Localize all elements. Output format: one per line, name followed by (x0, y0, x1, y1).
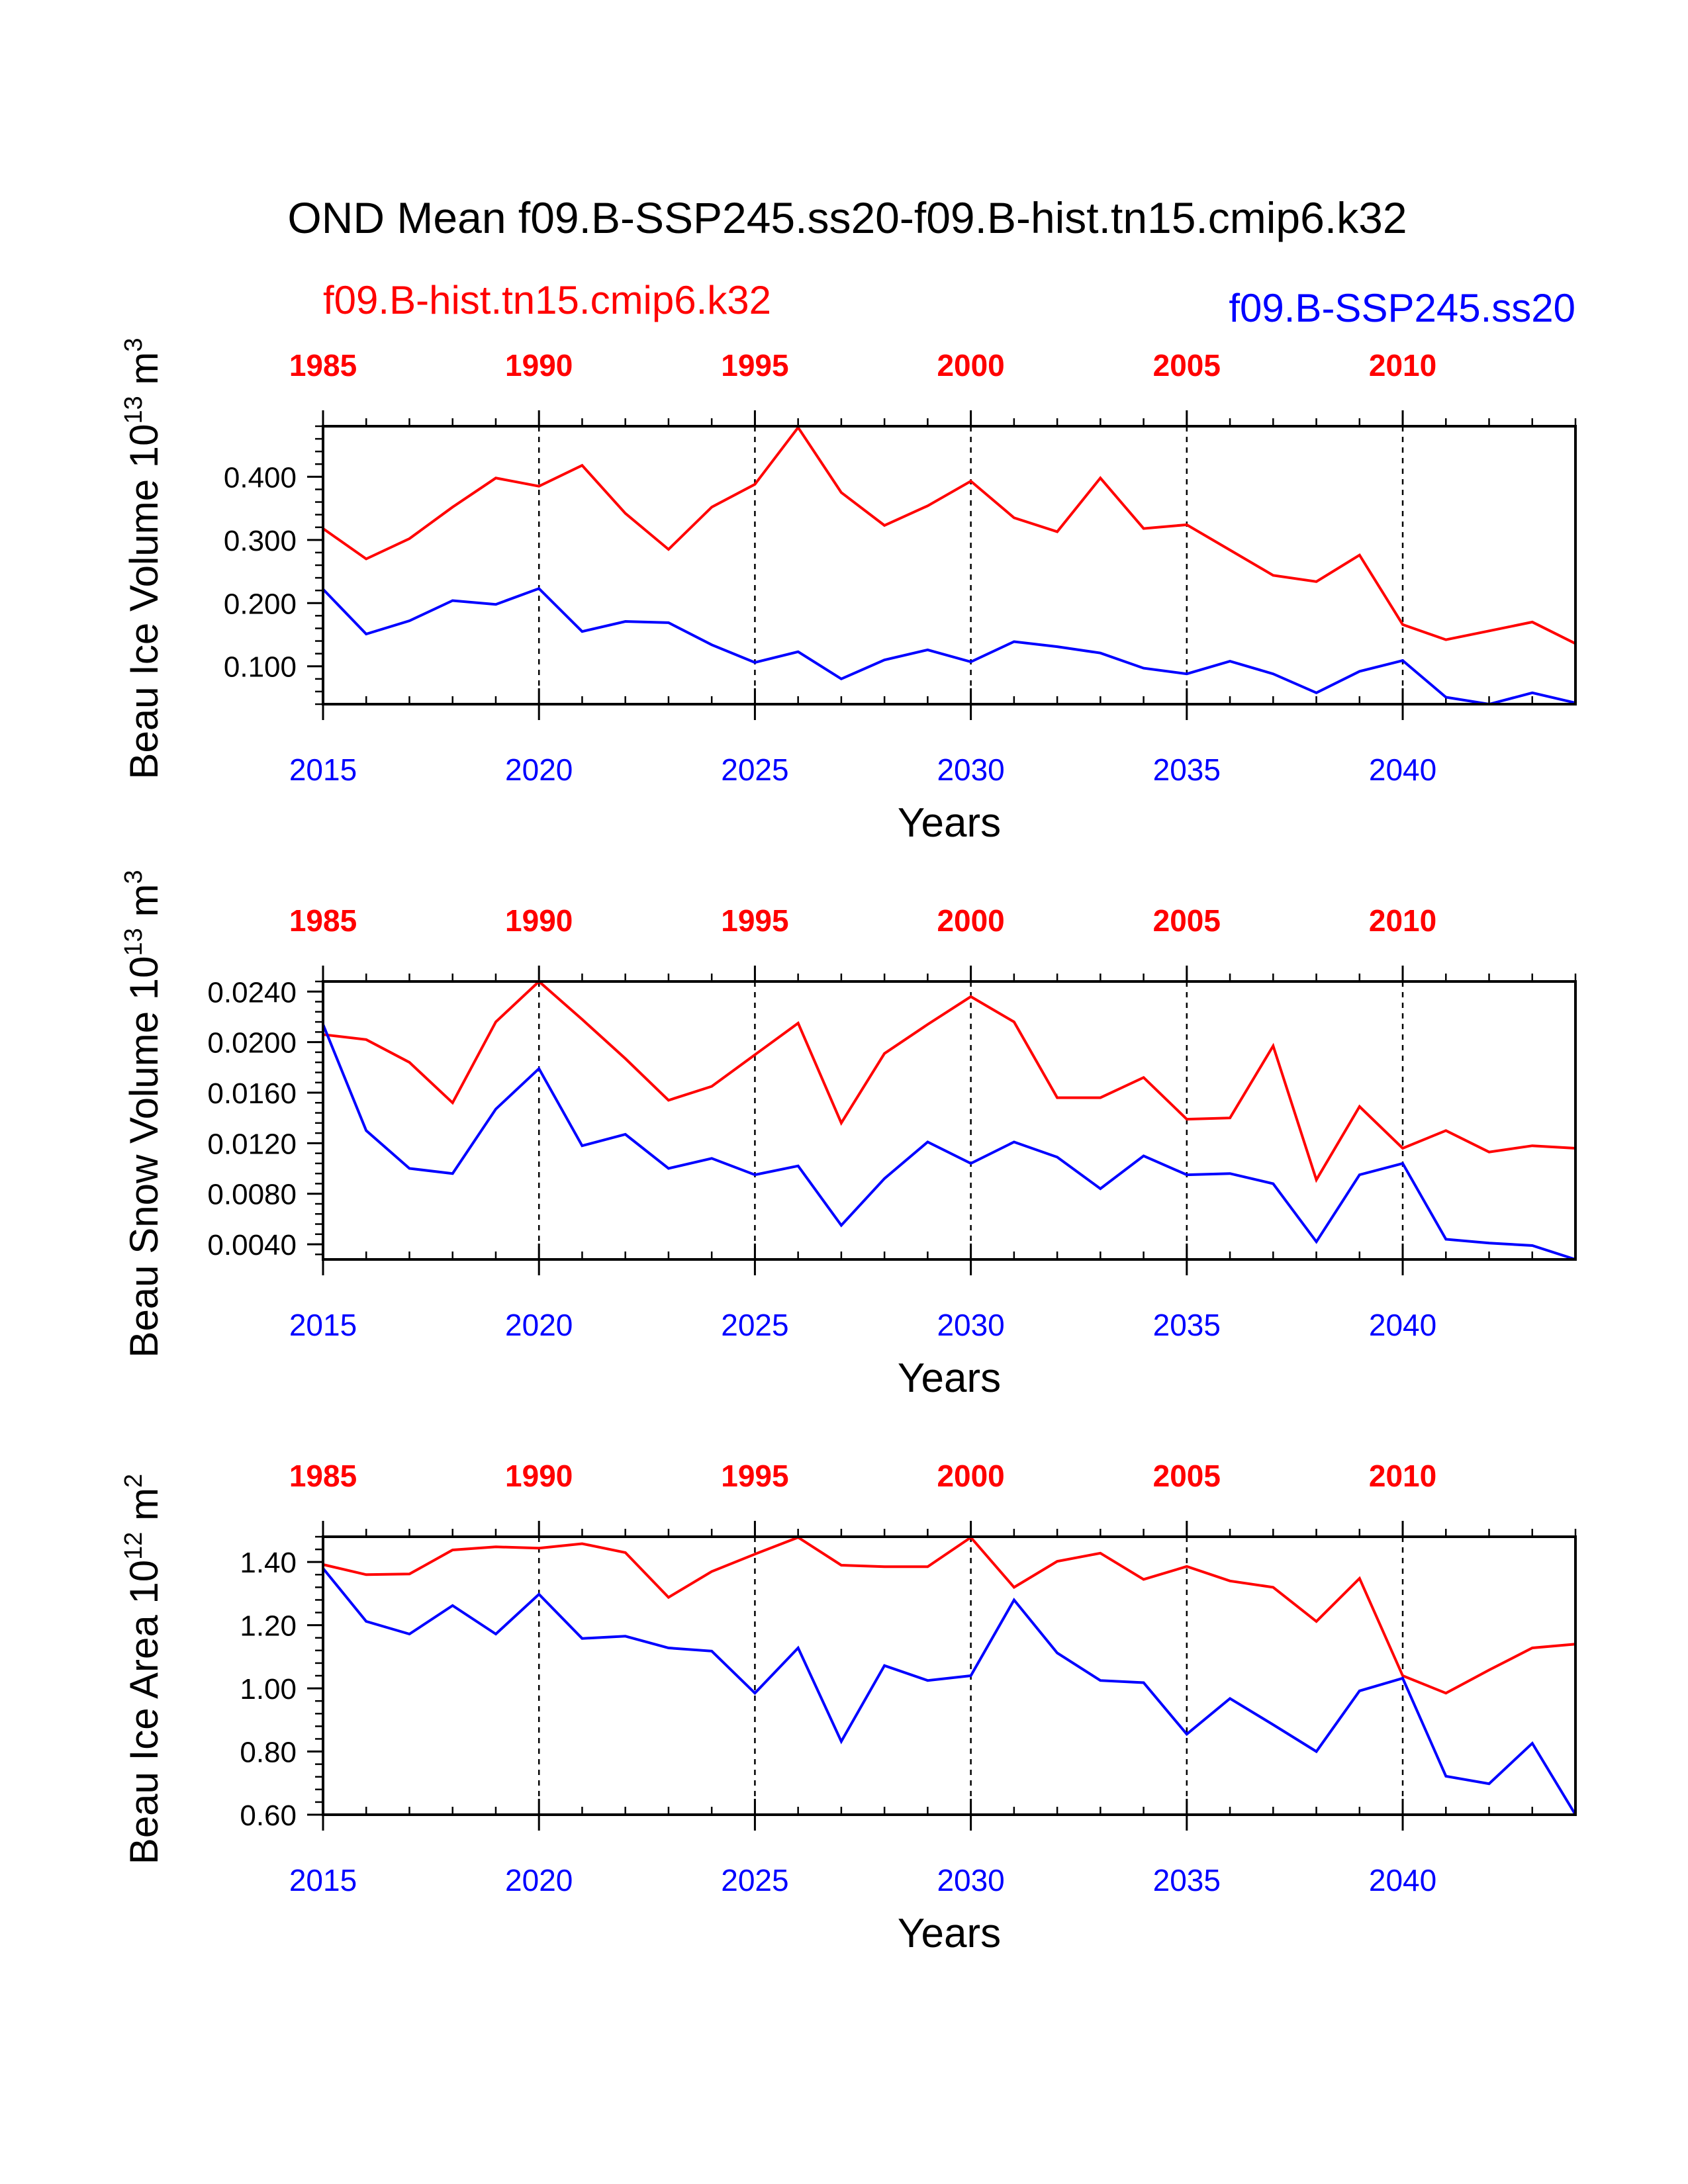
legend-ssp-label: f09.B-SSP245.ss20 (1229, 286, 1575, 330)
series-line-ssp (322, 1024, 1576, 1261)
y-tick-label: 1.20 (240, 1610, 297, 1643)
y-axis-title-superscript: 3 (120, 338, 148, 351)
bottom-tick-label: 2035 (1153, 752, 1221, 787)
series-line-hist (322, 979, 1576, 1183)
y-tick-label: 0.200 (224, 588, 297, 620)
panel-2: 0.0040 0.0080 0.0120 0.0160 0.0200 0.0240 1985… (120, 870, 1577, 1401)
y-axis-title: Beau Snow Volume 1013 m3 (120, 870, 166, 1357)
series-line-hist (322, 1535, 1576, 1695)
y-tick-label: 0.0040 (207, 1229, 297, 1261)
top-tick-label: 1995 (721, 903, 788, 938)
y-tick-label: 0.0120 (207, 1128, 297, 1160)
y-axis-title-superscript: 3 (120, 870, 148, 884)
y-axis-title-superscript: 13 (120, 396, 148, 424)
figure-title: OND Mean f09.B-SSP245.ss20-f09.B-hist.tn… (287, 193, 1407, 242)
bottom-tick-label: 2025 (721, 1308, 788, 1342)
y-axis-title-unit: m (122, 884, 166, 929)
y-tick-label: 0.100 (224, 651, 297, 684)
bottom-tick-label: 2025 (721, 752, 788, 787)
top-tick-label: 2005 (1153, 348, 1221, 383)
y-tick-label: 1.00 (240, 1673, 297, 1706)
y-axis-title-text: Beau Ice Volume 10 (122, 424, 166, 780)
panels: 0.100 0.200 0.300 0.400 1985 1990 1995 2000 2005… (120, 338, 1577, 1956)
bottom-tick-label: 2025 (721, 1863, 788, 1897)
top-tick-label: 1995 (721, 348, 788, 383)
bottom-tick-label: 2040 (1369, 752, 1436, 787)
y-tick-label: 0.0160 (207, 1077, 297, 1110)
y-axis-title-superscript: 2 (120, 1474, 148, 1488)
top-tick-label: 1990 (505, 348, 573, 383)
top-tick-label: 2005 (1153, 903, 1221, 938)
y-axis-title-text: Beau Ice Area 10 (122, 1560, 166, 1864)
top-tick-label: 2000 (937, 1459, 1004, 1493)
bottom-tick-label: 2030 (937, 1308, 1004, 1342)
bottom-tick-label: 2040 (1369, 1863, 1436, 1897)
y-tick-label: 0.0240 (207, 976, 297, 1009)
y-tick-label: 0.0200 (207, 1027, 297, 1060)
y-tick-label: 1.40 (240, 1547, 297, 1579)
bottom-tick-label: 2030 (937, 1863, 1004, 1897)
x-axis-title: Years (898, 1911, 1001, 1956)
top-tick-label: 1995 (721, 1459, 788, 1493)
y-tick-label: 0.60 (240, 1799, 297, 1832)
top-tick-label: 2010 (1369, 348, 1436, 383)
x-axis-title: Years (898, 1355, 1001, 1401)
bottom-tick-label: 2020 (505, 1308, 573, 1342)
top-tick-label: 1990 (505, 1459, 573, 1493)
top-tick-label: 2010 (1369, 903, 1436, 938)
y-tick-label: 0.300 (224, 525, 297, 557)
y-tick-label: 0.80 (240, 1737, 297, 1769)
series-line-ssp (322, 1567, 1577, 1816)
bottom-tick-label: 2015 (289, 1308, 357, 1342)
y-axis-title-superscript: 13 (120, 928, 148, 956)
series-line-ssp (322, 586, 1576, 706)
series-line-hist (322, 425, 1576, 645)
plot-frame (322, 980, 1577, 1261)
top-tick-label: 1985 (289, 348, 357, 383)
plot-frame (322, 425, 1577, 705)
y-tick-label: 0.0080 (207, 1179, 297, 1211)
y-axis-title-superscript: 12 (120, 1532, 148, 1560)
top-tick-label: 2000 (937, 903, 1004, 938)
top-tick-label: 2010 (1369, 1459, 1436, 1493)
top-tick-label: 1985 (289, 1459, 357, 1493)
y-axis-title-unit: m (122, 1488, 166, 1532)
plot-frame (322, 1535, 1577, 1816)
top-tick-label: 1990 (505, 903, 573, 938)
bottom-tick-label: 2020 (505, 752, 573, 787)
y-axis-title: Beau Ice Volume 1013 m3 (120, 338, 166, 779)
bottom-tick-label: 2020 (505, 1863, 573, 1897)
top-tick-label: 2005 (1153, 1459, 1221, 1493)
x-axis-title: Years (898, 800, 1001, 846)
bottom-tick-label: 2035 (1153, 1863, 1221, 1897)
y-axis-title-text: Beau Snow Volume 10 (122, 956, 166, 1357)
top-tick-label: 2000 (937, 348, 1004, 383)
bottom-tick-label: 2040 (1369, 1308, 1436, 1342)
y-tick-label: 0.400 (224, 461, 297, 494)
top-tick-label: 1985 (289, 903, 357, 938)
bottom-tick-label: 2030 (937, 752, 1004, 787)
panel-1: 0.100 0.200 0.300 0.400 1985 1990 1995 2000 2005… (120, 338, 1577, 846)
y-axis-title: Beau Ice Area 1012 m2 (120, 1474, 166, 1864)
bottom-tick-label: 2015 (289, 1863, 357, 1897)
bottom-tick-label: 2035 (1153, 1308, 1221, 1342)
y-axis-title-unit: m (122, 352, 166, 396)
bottom-tick-label: 2015 (289, 752, 357, 787)
legend-hist-label: f09.B-hist.tn15.cmip6.k32 (323, 278, 771, 322)
panel-3: 0.60 0.80 1.00 1.20 1.40 1985 1990 1995 2000 2005… (120, 1459, 1577, 1956)
